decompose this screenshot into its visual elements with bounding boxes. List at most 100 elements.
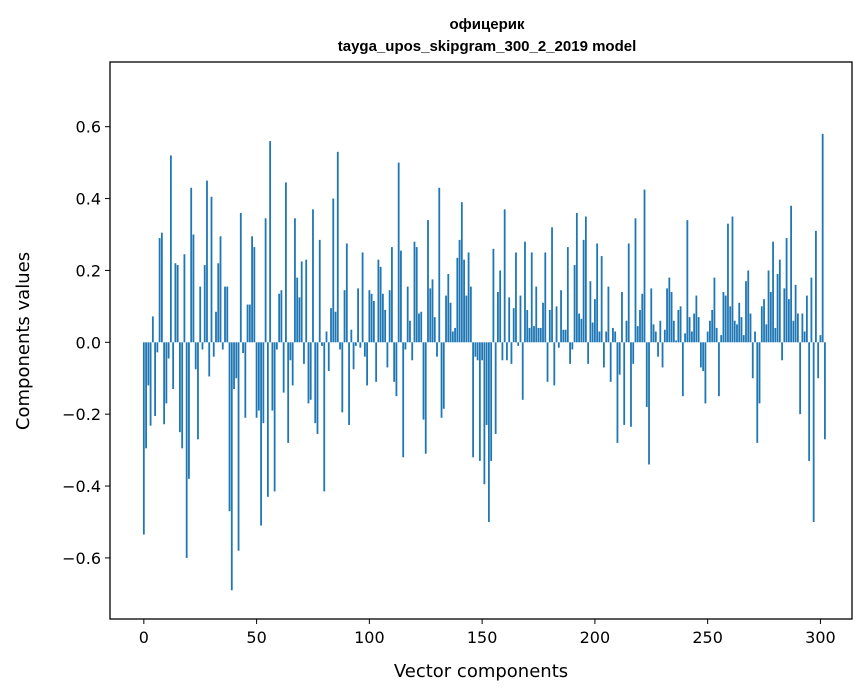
bar — [176, 265, 179, 343]
bar — [718, 342, 720, 397]
bar — [607, 286, 610, 343]
bar — [237, 342, 240, 551]
bar — [197, 342, 199, 440]
bar — [650, 288, 653, 343]
bar — [253, 247, 256, 343]
bar — [490, 342, 493, 461]
bar — [580, 318, 583, 343]
bar — [544, 252, 547, 343]
bar — [429, 288, 432, 343]
bar — [704, 342, 707, 404]
bar — [758, 342, 761, 404]
bar — [275, 342, 278, 350]
bar — [406, 286, 409, 343]
bar — [368, 290, 371, 343]
bar — [821, 133, 824, 343]
bar — [526, 309, 529, 343]
bar — [562, 329, 565, 343]
bar — [210, 196, 213, 343]
chart-subtitle: tayga_upos_skipgram_300_2_2019 model — [338, 38, 637, 55]
bar — [621, 291, 623, 343]
bar — [767, 270, 770, 343]
bar — [230, 342, 233, 591]
bar — [537, 327, 540, 343]
bar — [163, 342, 166, 425]
bar — [433, 317, 436, 343]
bar — [720, 335, 723, 343]
bar — [756, 342, 759, 443]
bar — [564, 329, 567, 343]
bar — [336, 151, 339, 343]
bar — [343, 290, 346, 343]
bar — [672, 320, 675, 343]
bar — [427, 220, 429, 343]
bar — [794, 284, 797, 343]
bar — [519, 295, 522, 343]
bar — [636, 326, 639, 343]
bar — [203, 265, 206, 343]
bar — [792, 320, 795, 343]
bar — [659, 320, 662, 343]
bar — [530, 252, 533, 343]
bar — [670, 291, 673, 343]
bar — [442, 342, 445, 409]
bar — [226, 286, 229, 343]
bar — [733, 320, 736, 343]
bar — [815, 230, 817, 343]
bar — [233, 342, 235, 390]
bar — [727, 223, 729, 343]
bar-series — [142, 133, 826, 591]
bar — [370, 293, 373, 343]
bar — [648, 342, 650, 465]
bar — [760, 306, 763, 343]
bar — [257, 342, 260, 411]
bar — [194, 342, 197, 370]
bar — [185, 342, 188, 558]
bar — [639, 309, 641, 343]
x-tick-label: 300 — [805, 628, 836, 647]
bar — [481, 342, 484, 361]
bar — [571, 342, 574, 350]
bar — [778, 259, 781, 343]
bar — [357, 288, 359, 343]
bar — [738, 302, 741, 343]
bar — [697, 317, 700, 343]
bar — [783, 288, 786, 343]
bar — [799, 342, 802, 415]
bar — [235, 342, 238, 379]
bar — [160, 232, 163, 343]
bar — [533, 326, 535, 343]
bar — [402, 342, 405, 458]
bar — [614, 331, 617, 343]
bar — [630, 342, 632, 427]
bar — [273, 342, 276, 492]
bar — [366, 342, 368, 386]
bar — [149, 342, 152, 426]
bar — [501, 342, 504, 361]
bar — [643, 189, 646, 343]
bar — [715, 327, 718, 343]
bar — [248, 304, 251, 343]
bar — [379, 266, 382, 343]
bar — [706, 331, 709, 343]
bar — [724, 295, 727, 343]
x-tick-label: 50 — [246, 628, 266, 647]
bar — [808, 342, 811, 461]
bar — [391, 247, 393, 343]
bar — [702, 342, 705, 372]
bar — [593, 299, 596, 343]
bar — [693, 313, 696, 343]
bar — [190, 187, 193, 343]
bar — [560, 290, 562, 343]
bar — [438, 187, 441, 343]
bar — [663, 329, 666, 343]
bar — [183, 254, 186, 343]
bar — [424, 342, 427, 454]
bar — [192, 234, 195, 343]
bar — [787, 299, 790, 343]
bar — [142, 342, 145, 535]
bar — [350, 329, 353, 343]
chart-title: офицерик — [450, 16, 525, 33]
bar — [591, 322, 594, 343]
bar — [296, 277, 299, 343]
